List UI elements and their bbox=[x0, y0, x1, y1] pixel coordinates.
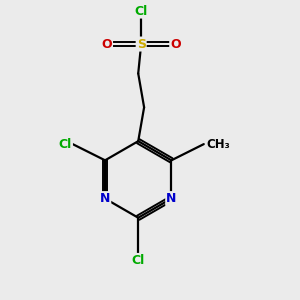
Text: O: O bbox=[101, 38, 112, 50]
Text: Cl: Cl bbox=[134, 4, 148, 18]
Text: Cl: Cl bbox=[59, 138, 72, 151]
Text: N: N bbox=[100, 192, 110, 205]
Text: O: O bbox=[170, 38, 181, 50]
Text: N: N bbox=[166, 192, 177, 205]
Text: S: S bbox=[137, 38, 146, 50]
Text: Cl: Cl bbox=[132, 254, 145, 267]
Text: CH₃: CH₃ bbox=[207, 138, 230, 151]
